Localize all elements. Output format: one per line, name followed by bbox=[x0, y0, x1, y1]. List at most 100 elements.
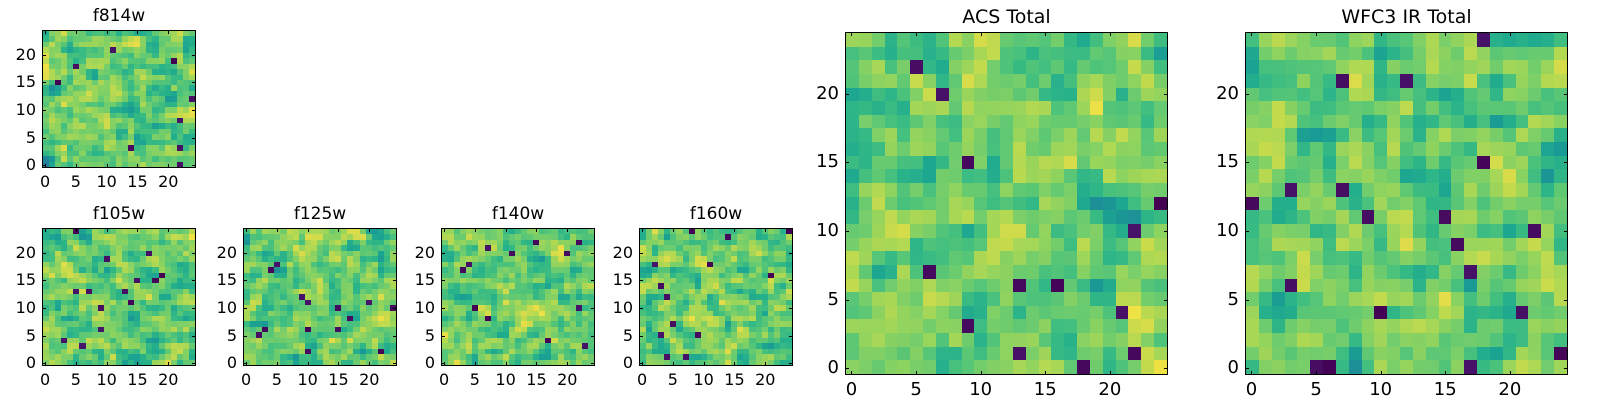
x-tick-f125w-10 bbox=[307, 362, 309, 366]
x-tick-acs-total-15 bbox=[1045, 371, 1047, 375]
x-tick-top-wfc3-ir-total-5 bbox=[1316, 32, 1318, 36]
x-tick-top-acs-total-15 bbox=[1045, 32, 1047, 36]
axes-acs-total bbox=[845, 32, 1168, 375]
x-ticklabel-f160w-0: 0 bbox=[636, 370, 648, 389]
x-ticklabel-f140w-0: 0 bbox=[438, 370, 450, 389]
x-tick-top-f814w-5 bbox=[75, 30, 77, 34]
y-tick-right-acs-total-0 bbox=[1164, 368, 1168, 370]
y-ticklabel-f140w-15: 15 bbox=[414, 270, 435, 290]
y-tick-f814w-15 bbox=[42, 82, 46, 84]
y-tick-right-acs-total-15 bbox=[1164, 162, 1168, 164]
y-tick-f140w-5 bbox=[441, 335, 445, 337]
x-tick-top-f140w-5 bbox=[474, 228, 476, 232]
y-tick-f105w-10 bbox=[42, 308, 46, 310]
x-tick-top-f125w-10 bbox=[307, 228, 309, 232]
y-ticklabel-f160w-10: 10 bbox=[612, 298, 633, 318]
y-tick-right-wfc3-ir-total-5 bbox=[1564, 299, 1568, 301]
x-ticklabel-f105w-0: 0 bbox=[39, 370, 51, 389]
y-tick-right-f105w-15 bbox=[192, 280, 196, 282]
y-tick-wfc3-ir-total-5 bbox=[1245, 299, 1249, 301]
y-ticklabel-f140w-0: 0 bbox=[424, 353, 435, 373]
x-tick-top-f160w-20 bbox=[765, 228, 767, 232]
y-tick-f140w-0 bbox=[441, 363, 445, 365]
x-tick-acs-total-0 bbox=[851, 371, 853, 375]
x-tick-wfc3-ir-total-5 bbox=[1316, 371, 1318, 375]
x-tick-f105w-20 bbox=[168, 362, 170, 366]
y-tick-f105w-0 bbox=[42, 363, 46, 365]
y-tick-f140w-10 bbox=[441, 308, 445, 310]
x-tick-top-f105w-0 bbox=[45, 228, 47, 232]
x-tick-f160w-10 bbox=[703, 362, 705, 366]
x-ticklabel-f140w-5: 5 bbox=[469, 370, 480, 389]
y-ticklabel-wfc3-ir-total-5: 5 bbox=[1227, 288, 1239, 310]
y-tick-f814w-5 bbox=[42, 137, 46, 139]
x-tick-f140w-20 bbox=[567, 362, 569, 366]
panel-title-wfc3-ir-total: WFC3 IR Total bbox=[1341, 6, 1472, 28]
x-ticklabel-f160w-20: 20 bbox=[755, 370, 776, 389]
heatmap-f105w bbox=[43, 229, 195, 365]
x-ticklabel-acs-total-10: 10 bbox=[969, 379, 993, 400]
y-tick-wfc3-ir-total-15 bbox=[1245, 162, 1249, 164]
y-tick-right-f140w-10 bbox=[591, 308, 595, 310]
y-tick-acs-total-15 bbox=[845, 162, 849, 164]
x-ticklabel-acs-total-0: 0 bbox=[845, 379, 858, 400]
x-ticklabel-f814w-10: 10 bbox=[96, 172, 117, 191]
y-ticklabel-f814w-10: 10 bbox=[15, 100, 36, 120]
x-ticklabel-f105w-20: 20 bbox=[158, 370, 179, 389]
x-tick-f125w-15 bbox=[338, 362, 340, 366]
y-tick-right-f125w-0 bbox=[393, 363, 397, 365]
y-ticklabel-f105w-0: 0 bbox=[25, 353, 36, 373]
axes-f125w bbox=[243, 228, 397, 366]
y-ticklabel-f160w-20: 20 bbox=[612, 242, 633, 262]
x-tick-f814w-20 bbox=[168, 164, 170, 168]
y-ticklabel-f105w-5: 5 bbox=[25, 325, 36, 345]
panel-title-f814w: f814w bbox=[92, 6, 146, 26]
y-ticklabel-wfc3-ir-total-15: 15 bbox=[1216, 151, 1239, 173]
x-ticklabel-f140w-20: 20 bbox=[557, 370, 578, 389]
y-tick-f125w-15 bbox=[243, 280, 247, 282]
x-tick-top-f160w-5 bbox=[672, 228, 674, 232]
y-tick-right-f160w-15 bbox=[789, 280, 793, 282]
y-ticklabel-f140w-10: 10 bbox=[414, 298, 435, 318]
y-tick-f814w-0 bbox=[42, 165, 46, 167]
heatmap-f814w bbox=[43, 31, 195, 167]
x-tick-top-f105w-5 bbox=[75, 228, 77, 232]
x-tick-top-f814w-10 bbox=[106, 30, 108, 34]
x-tick-top-f140w-0 bbox=[444, 228, 446, 232]
y-tick-f160w-15 bbox=[639, 280, 643, 282]
y-tick-acs-total-5 bbox=[845, 299, 849, 301]
x-tick-top-f814w-15 bbox=[137, 30, 139, 34]
x-tick-f105w-5 bbox=[75, 362, 77, 366]
y-ticklabel-wfc3-ir-total-0: 0 bbox=[1227, 357, 1239, 379]
y-tick-f105w-5 bbox=[42, 335, 46, 337]
y-ticklabel-acs-total-20: 20 bbox=[816, 82, 839, 104]
x-tick-wfc3-ir-total-0 bbox=[1251, 371, 1253, 375]
x-tick-top-wfc3-ir-total-20 bbox=[1509, 32, 1511, 36]
panel-title-acs-total: ACS Total bbox=[962, 6, 1051, 28]
y-tick-right-f125w-5 bbox=[393, 335, 397, 337]
x-ticklabel-f160w-15: 15 bbox=[724, 370, 745, 389]
x-tick-top-f814w-20 bbox=[168, 30, 170, 34]
x-tick-top-f125w-5 bbox=[276, 228, 278, 232]
y-tick-right-f105w-10 bbox=[192, 308, 196, 310]
x-tick-f160w-20 bbox=[765, 362, 767, 366]
x-tick-wfc3-ir-total-15 bbox=[1445, 371, 1447, 375]
y-tick-f160w-0 bbox=[639, 363, 643, 365]
x-tick-top-f105w-15 bbox=[137, 228, 139, 232]
y-ticklabel-f125w-15: 15 bbox=[216, 270, 237, 290]
y-tick-right-f105w-0 bbox=[192, 363, 196, 365]
y-tick-f140w-20 bbox=[441, 252, 445, 254]
y-tick-right-f140w-5 bbox=[591, 335, 595, 337]
x-tick-acs-total-10 bbox=[980, 371, 982, 375]
y-tick-right-f105w-5 bbox=[192, 335, 196, 337]
x-ticklabel-wfc3-ir-total-20: 20 bbox=[1498, 379, 1522, 400]
x-tick-wfc3-ir-total-20 bbox=[1509, 371, 1511, 375]
x-ticklabel-f160w-5: 5 bbox=[667, 370, 678, 389]
x-ticklabel-f125w-0: 0 bbox=[240, 370, 252, 389]
x-tick-f814w-5 bbox=[75, 164, 77, 168]
x-tick-f105w-15 bbox=[137, 362, 139, 366]
y-tick-f125w-20 bbox=[243, 252, 247, 254]
